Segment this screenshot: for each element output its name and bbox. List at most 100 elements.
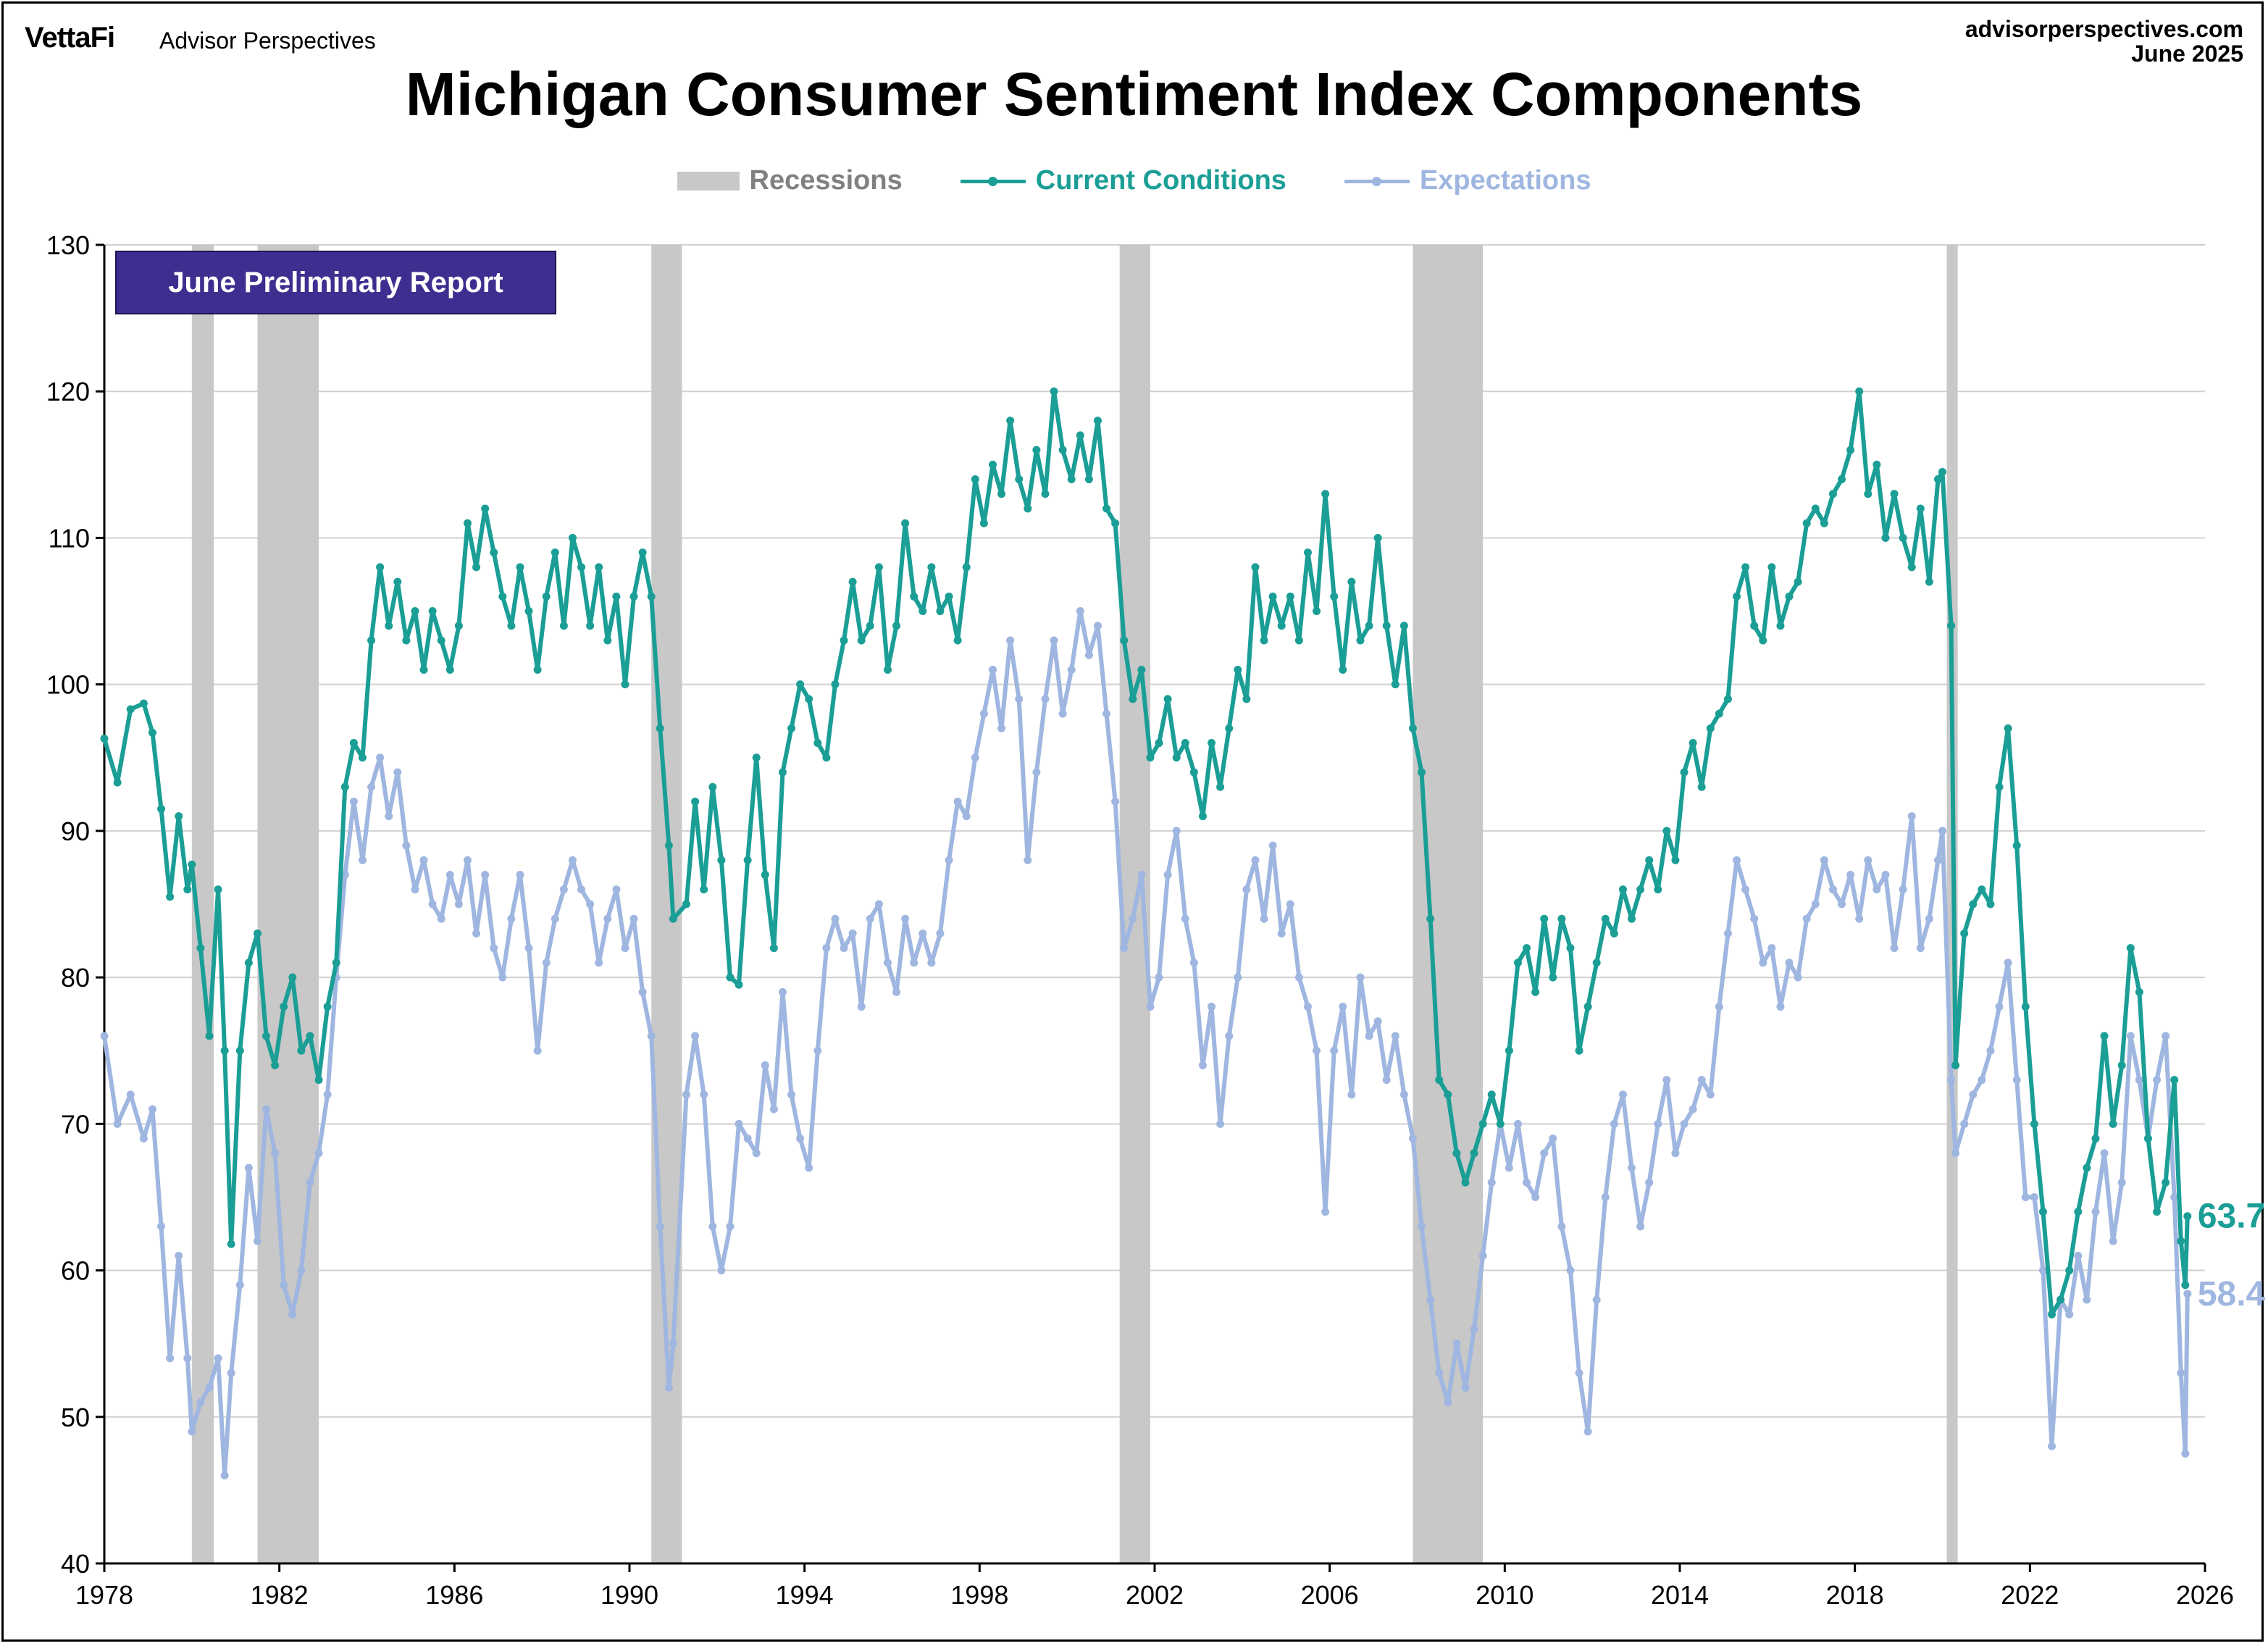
data-point-expectations (1785, 958, 1794, 967)
data-point-current (1715, 709, 1723, 718)
data-point-expectations (244, 1164, 253, 1172)
data-point-current (262, 1032, 271, 1040)
data-point-expectations (205, 1383, 214, 1392)
data-point-current (1198, 812, 1207, 821)
data-point-expectations (516, 871, 524, 880)
data-point-expectations (1951, 1149, 1960, 1158)
data-point-expectations (1120, 944, 1129, 953)
data-point-current (700, 885, 708, 894)
data-point-current (2135, 987, 2143, 996)
data-point-expectations (1155, 973, 1163, 982)
data-point-current (1146, 753, 1155, 762)
data-point-current (1024, 504, 1032, 513)
data-point-current (1408, 724, 1417, 732)
data-point-current (1628, 914, 1636, 923)
data-point-expectations (1628, 1164, 1636, 1172)
data-point-expectations (700, 1090, 708, 1099)
data-point-expectations (1828, 885, 1837, 894)
data-point-expectations (1487, 1178, 1496, 1187)
data-point-current (1006, 417, 1015, 425)
data-point-current (205, 1032, 214, 1040)
y-tick-label: 120 (46, 377, 90, 406)
data-point-current (1925, 577, 1933, 586)
data-point-expectations (1645, 1178, 1654, 1187)
data-point-expectations (1846, 871, 1855, 880)
data-point-expectations (1505, 1164, 1513, 1172)
data-point-current (188, 860, 196, 869)
data-point-expectations (1470, 1324, 1478, 1333)
data-point-current (1618, 885, 1627, 894)
data-point-expectations (1890, 944, 1899, 953)
data-point-current (647, 592, 656, 601)
data-point-current (1636, 885, 1645, 894)
data-point-current (848, 577, 857, 586)
data-point-current (691, 797, 700, 806)
data-point-expectations (1382, 1076, 1391, 1085)
data-point-expectations (1330, 1046, 1339, 1055)
data-point-expectations (1715, 1003, 1723, 1011)
data-point-current (437, 636, 445, 645)
data-point-expectations (100, 1032, 109, 1040)
data-point-expectations (1938, 827, 1946, 835)
data-point-current (813, 739, 822, 748)
data-point-expectations (857, 1003, 866, 1011)
data-point-current (1120, 636, 1129, 645)
data-point-current (393, 577, 402, 586)
data-point-expectations (1032, 768, 1041, 777)
data-point-current (1330, 592, 1339, 601)
data-point-expectations (358, 856, 367, 864)
data-point-expectations (1583, 1427, 1592, 1436)
data-point-current (220, 1046, 229, 1055)
data-point-current (2004, 724, 2012, 732)
data-point-expectations (2065, 1310, 2074, 1319)
data-point-expectations (892, 987, 901, 996)
data-point-expectations (953, 797, 962, 806)
data-point-expectations (1566, 1266, 1575, 1275)
data-point-current (1671, 856, 1680, 864)
data-point-current (2170, 1076, 2179, 1085)
data-point-expectations (1452, 1340, 1461, 1348)
data-point-expectations (498, 973, 507, 982)
data-point-expectations (126, 1090, 135, 1099)
data-point-expectations (1610, 1119, 1618, 1128)
x-tick-label: 1982 (251, 1580, 309, 1610)
data-point-expectations (2135, 1076, 2143, 1085)
data-point-current (1470, 1149, 1478, 1158)
data-point-current (2109, 1119, 2117, 1128)
data-point-expectations (1925, 914, 1933, 923)
data-point-current (1137, 665, 1146, 674)
data-point-expectations (848, 929, 857, 937)
data-point-expectations (1347, 1090, 1356, 1099)
legend-item-recessions: Recessions (677, 165, 903, 196)
data-point-expectations (638, 987, 647, 996)
data-point-current (1373, 533, 1382, 542)
data-point-expectations (664, 1383, 673, 1392)
data-point-expectations (708, 1222, 717, 1231)
data-point-expectations (1444, 1398, 1452, 1407)
data-point-current (1399, 622, 1408, 630)
data-point-current (1356, 636, 1365, 645)
data-point-current (1067, 475, 1076, 484)
data-point-current (533, 665, 542, 674)
x-tick-label: 2026 (2176, 1580, 2234, 1610)
data-point-current (945, 592, 953, 601)
data-point-expectations (1181, 914, 1189, 923)
data-point-current (796, 680, 805, 689)
data-point-expectations (437, 914, 445, 923)
data-point-expectations (1478, 1251, 1487, 1260)
data-point-expectations (1277, 929, 1286, 937)
data-point-expectations (752, 1149, 761, 1158)
x-tick-label: 2014 (1651, 1580, 1709, 1610)
x-tick-label: 2006 (1301, 1580, 1359, 1610)
data-point-current (196, 944, 205, 953)
data-point-current (1951, 1061, 1960, 1069)
data-point-expectations (1733, 856, 1741, 864)
data-point-current (402, 636, 411, 645)
data-point-current (411, 607, 419, 616)
data-point-expectations (1706, 1090, 1715, 1099)
data-point-expectations (1050, 636, 1058, 645)
data-point-expectations (2170, 1192, 2179, 1201)
data-point-current (1741, 563, 1750, 572)
legend-label-recessions: Recessions (749, 165, 903, 196)
data-point-expectations (376, 753, 385, 762)
